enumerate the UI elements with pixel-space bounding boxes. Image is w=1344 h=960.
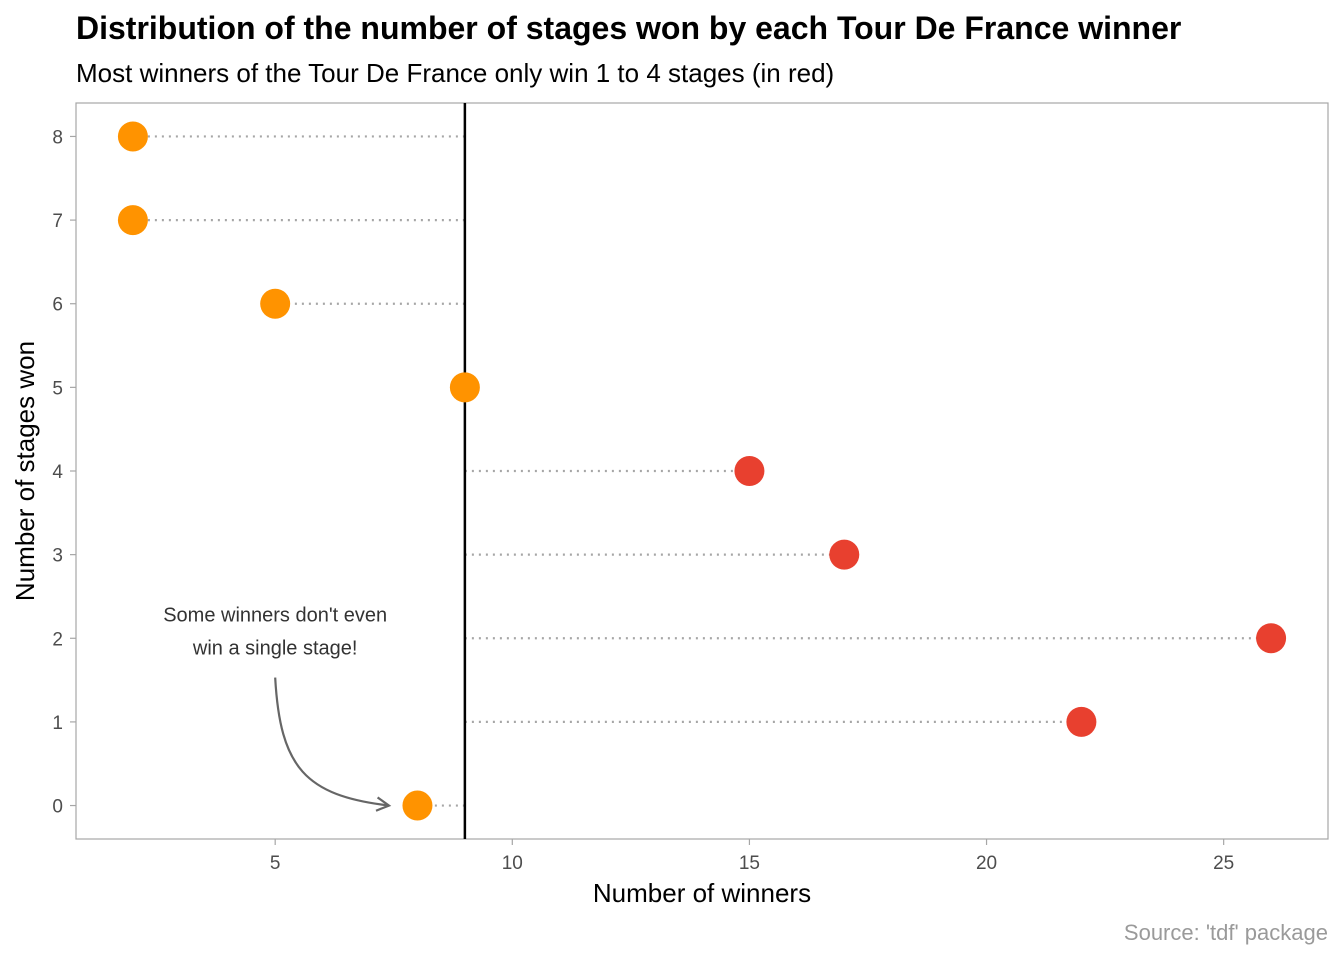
x-tick-label-15: 15 [739, 853, 760, 874]
point-stage-5 [449, 372, 480, 403]
chart-subtitle: Most winners of the Tour De France only … [76, 58, 835, 88]
y-tick-label-2: 2 [52, 629, 63, 650]
annotation: Some winners don't even win a single stag… [163, 605, 392, 812]
y-tick-label-6: 6 [52, 295, 63, 316]
point-stage-3 [829, 539, 860, 570]
chart-title: Distribution of the number of stages won… [76, 10, 1182, 46]
x-axis-title: Number of winners [593, 878, 811, 908]
annotation-line-1: Some winners don't even [163, 605, 387, 627]
segments-layer [132, 135, 1272, 807]
y-tick-label-3: 3 [52, 546, 63, 567]
annotation-line-2: win a single stage! [192, 638, 358, 660]
y-tick-label-0: 0 [52, 797, 63, 818]
y-axis: 0 1 2 3 4 5 6 7 8 [52, 127, 76, 818]
annotation-text: Some winners don't even win a single stag… [163, 605, 387, 660]
y-tick-label-7: 7 [52, 211, 63, 232]
point-stage-1 [1066, 706, 1097, 737]
annotation-arrow [274, 677, 390, 807]
y-tick-label-8: 8 [52, 127, 63, 148]
x-tick-label-20: 20 [976, 853, 997, 874]
x-axis: 5 10 15 20 25 [270, 839, 1234, 874]
y-tick-label-5: 5 [52, 378, 63, 399]
point-stage-0 [402, 790, 433, 821]
annotation-arrowhead [375, 796, 392, 812]
point-stage-2 [1256, 623, 1287, 654]
plot-panel [75, 102, 1329, 840]
point-stage-4 [734, 456, 765, 486]
y-axis-title: Number of stages won [10, 341, 40, 601]
points-layer [117, 121, 1287, 821]
point-stage-8 [117, 121, 148, 152]
y-tick-label-1: 1 [52, 713, 63, 734]
y-tick-label-4: 4 [52, 462, 63, 483]
source-caption: Source: 'tdf' package [1123, 920, 1328, 945]
x-tick-label-10: 10 [502, 853, 523, 874]
point-stage-6 [260, 288, 291, 319]
x-tick-label-5: 5 [270, 853, 281, 874]
point-stage-7 [117, 205, 148, 236]
x-tick-label-25: 25 [1213, 853, 1234, 874]
